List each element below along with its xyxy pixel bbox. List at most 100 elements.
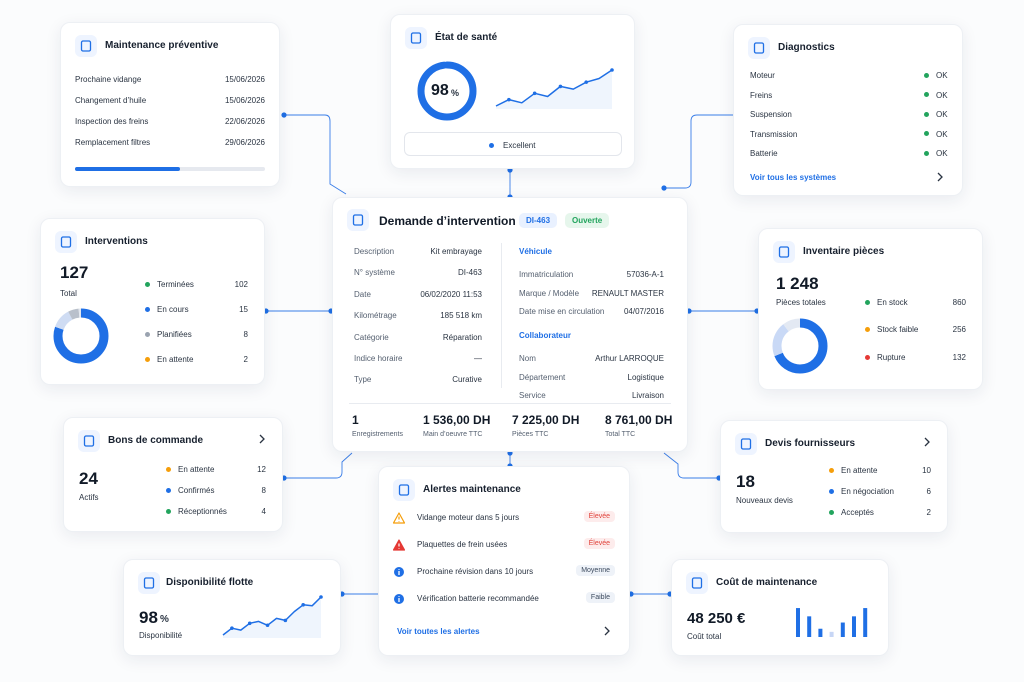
row-date: 22/06/2026 — [224, 117, 265, 126]
quotes-card: Devis fournisseurs 18 Nouveaux devis En att… — [720, 420, 948, 533]
item-value: 6 — [926, 487, 931, 496]
detail-label: Nom — [519, 354, 536, 363]
total-value: 8 761,00 DH — [605, 413, 673, 427]
status-box: Excellent — [404, 132, 622, 156]
total-value: 7 225,00 DH — [512, 413, 580, 427]
item-label: En cours — [157, 305, 189, 314]
icon-bg — [55, 231, 77, 253]
status-label: Excellent — [503, 141, 536, 150]
request-card: Demande d’intervention DI-463 Ouverte Descr… — [332, 197, 688, 452]
icon-bg — [75, 35, 97, 57]
system-label: Freins — [750, 90, 773, 100]
chevron[interactable] — [936, 172, 944, 182]
card-title: Alertes maintenance — [423, 484, 521, 495]
sparkline-point — [532, 91, 537, 96]
total-label: Enregistrements — [352, 431, 403, 438]
icon-glyph — [60, 236, 72, 248]
status-dot — [489, 142, 494, 148]
card-title: Inventaire pièces — [803, 246, 885, 257]
donut-segment — [772, 318, 828, 374]
icon-glyph — [80, 40, 92, 52]
level-badge: Faible — [585, 592, 615, 603]
item-value: 15 — [239, 305, 248, 314]
status-dot — [829, 509, 834, 515]
item-label: Planifiées — [157, 330, 192, 339]
connector — [663, 452, 720, 479]
item-label: En attente — [841, 466, 878, 475]
item-label: En stock — [877, 298, 908, 307]
sparkline-point — [301, 602, 305, 607]
sparkline — [222, 595, 323, 638]
icon-bg — [138, 572, 160, 594]
sparkline — [495, 68, 614, 109]
orders-card: Bons de commande 24 Actifs En attente 12 Conf… — [63, 417, 283, 532]
sparkline-line — [495, 69, 613, 107]
total: 1 248 — [776, 274, 819, 293]
status-dot — [166, 466, 171, 472]
status-dot — [166, 508, 171, 514]
detail-value: 04/07/2016 — [623, 307, 664, 316]
bar-chart — [796, 608, 868, 637]
alert-label: Plaquettes de frein usées — [417, 540, 508, 549]
link[interactable]: Voir toutes les alertes — [397, 627, 480, 636]
item-label: Acceptés — [841, 508, 874, 517]
alert-icon — [394, 594, 404, 604]
maintenance-card: Maintenance préventive Prochaine vidange 1… — [60, 22, 280, 187]
alert-label: Vidange moteur dans 5 jours — [417, 513, 520, 522]
card-title: État de santé — [435, 32, 498, 43]
status-dot — [865, 299, 870, 305]
status-dot — [145, 306, 150, 312]
icon-glyph — [83, 435, 95, 447]
row-label: Remplacement filtres — [75, 138, 151, 147]
divider — [349, 403, 671, 404]
detail-label: Date — [354, 289, 371, 299]
icon-bg — [393, 479, 415, 501]
total-label: Total TTC — [605, 431, 636, 438]
status-dot — [924, 111, 929, 117]
row-date: 29/06/2026 — [224, 138, 265, 147]
item-value: 8 — [243, 330, 248, 339]
chevron[interactable] — [603, 626, 611, 636]
icon-bg — [686, 572, 708, 594]
donut — [772, 318, 828, 374]
item-value: 2 — [926, 508, 931, 517]
chevron[interactable] — [258, 434, 266, 444]
card-title: Demande d’intervention — [379, 214, 516, 228]
detail-value: Arthur LARROQUE — [595, 354, 664, 363]
card-title: Bons de commande — [108, 435, 204, 446]
item-label: En attente — [157, 355, 194, 364]
card-title: Maintenance préventive — [105, 40, 219, 51]
sparkline-point — [283, 618, 288, 623]
link[interactable]: Voir tous les systèmes — [750, 173, 837, 182]
detail-value: DI-463 — [457, 268, 482, 278]
donut-segment — [772, 318, 828, 374]
card-icon — [138, 572, 160, 594]
donut — [53, 308, 109, 364]
detail-value: 06/02/2020 11:53 — [420, 289, 482, 299]
chevron-path — [924, 437, 930, 447]
total-label: Main d’oeuvre TTC — [423, 431, 483, 438]
item-value: 256 — [952, 325, 966, 334]
detail-label: Type — [354, 375, 372, 385]
inventory-card: Inventaire pièces 1 248 Pièces totales En s… — [758, 228, 983, 390]
detail-label: Département — [519, 372, 566, 382]
row-label: Prochaine vidange — [75, 75, 142, 84]
chevron[interactable] — [923, 437, 931, 447]
score: 98 — [431, 82, 449, 99]
icon-glyph — [352, 214, 364, 226]
row-label: Changement d’huile — [75, 96, 147, 105]
detail-label: Immatriculation — [519, 270, 574, 279]
alert-icon — [394, 567, 404, 577]
icon-glyph — [143, 577, 155, 589]
status-dot — [924, 131, 929, 137]
alert-icon — [393, 512, 405, 524]
total-value: 1 536,00 DH — [423, 413, 491, 427]
status-dot — [166, 487, 171, 493]
item-value: 12 — [257, 465, 266, 474]
card-title: Interventions — [85, 236, 148, 247]
card-icon — [735, 433, 757, 455]
item-label: Confirmés — [178, 486, 215, 495]
detail-value: 185 518 km — [440, 311, 482, 321]
